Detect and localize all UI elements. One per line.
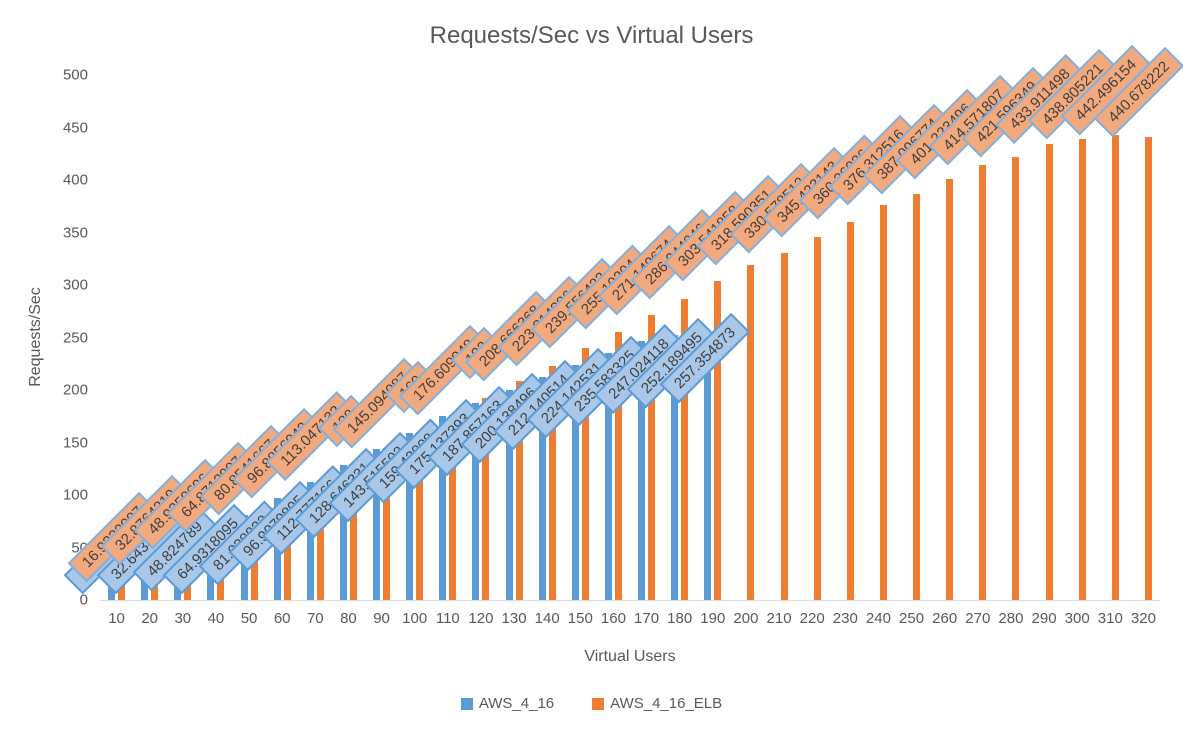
bar-aws-4-16-elb[interactable] — [879, 204, 887, 600]
x-tick-label: 150 — [567, 610, 593, 627]
legend-swatch-aws-4-16 — [460, 697, 473, 710]
y-tick-label: 350 — [62, 224, 88, 241]
x-tick-label: 130 — [501, 610, 527, 627]
x-tick-label: 20 — [141, 610, 159, 627]
x-tick-label: 240 — [865, 610, 891, 627]
legend-swatch-aws-4-16-elb — [592, 697, 605, 710]
bar-aws-4-16[interactable] — [604, 352, 612, 600]
x-tick-label: 110 — [435, 610, 460, 627]
bar-aws-4-16-elb[interactable] — [1144, 137, 1152, 600]
y-tick-label: 100 — [62, 486, 88, 504]
x-tick-label: 60 — [273, 610, 291, 627]
bar-aws-4-16[interactable] — [472, 402, 480, 600]
bar-aws-4-16-elb[interactable] — [979, 164, 987, 600]
bar-aws-4-16-elb[interactable] — [383, 447, 391, 600]
bar-aws-4-16-elb[interactable] — [1012, 157, 1020, 600]
x-tick-label: 90 — [373, 610, 390, 627]
x-tick-label: 170 — [634, 610, 660, 627]
x-tick-label: 310 — [1097, 610, 1123, 627]
x-tick-label: 300 — [1064, 610, 1090, 627]
x-tick-label: 70 — [306, 610, 324, 627]
x-tick-label: 50 — [240, 610, 258, 627]
y-tick-label: 250 — [62, 329, 88, 346]
bar-aws-4-16-elb[interactable] — [681, 298, 689, 600]
x-tick-label: 210 — [766, 610, 792, 627]
bar-aws-4-16[interactable] — [406, 432, 414, 600]
x-tick-label: 280 — [998, 610, 1024, 627]
x-tick-label: 160 — [600, 610, 626, 627]
x-tick-label: 40 — [207, 610, 225, 627]
bar-aws-4-16-elb[interactable] — [349, 465, 357, 600]
bar-aws-4-16[interactable] — [671, 335, 679, 600]
bar-aws-4-16[interactable] — [505, 389, 513, 600]
bar-aws-4-16-elb[interactable] — [614, 332, 622, 600]
bar-aws-4-16-elb[interactable] — [283, 498, 291, 600]
bar-aws-4-16-elb[interactable] — [581, 348, 589, 600]
bar-aws-4-16-elb[interactable] — [714, 281, 722, 600]
bar-aws-4-16-elb[interactable] — [780, 252, 788, 600]
bar-aws-4-16-elb[interactable] — [118, 582, 126, 600]
x-tick-label: 80 — [340, 610, 357, 627]
x-tick-label: 100 — [402, 610, 428, 627]
x-tick-label: 140 — [534, 610, 560, 627]
legend-item-aws-4-16[interactable]: AWS_4_16 — [460, 695, 555, 712]
bar-aws-4-16[interactable] — [373, 449, 381, 600]
bar-aws-4-16-elb[interactable] — [515, 380, 523, 600]
x-axis-title: Virtual Users — [584, 648, 676, 665]
x-axis-line — [100, 600, 1160, 601]
bar-aws-4-16-elb[interactable] — [548, 365, 556, 600]
bar-aws-4-16-elb[interactable] — [316, 481, 324, 600]
x-tick-label: 260 — [932, 610, 958, 627]
x-tick-label: 30 — [174, 610, 192, 627]
bar-aws-4-16[interactable] — [306, 481, 314, 600]
x-tick-label: 200 — [733, 610, 759, 627]
bar-aws-4-16-elb[interactable] — [913, 193, 921, 600]
x-tick-label: 190 — [700, 610, 726, 627]
bar-aws-4-16-elb[interactable] — [747, 265, 755, 600]
y-tick-label: 500 — [62, 66, 88, 84]
bar-aws-4-16-elb[interactable] — [648, 315, 656, 600]
legend-label-aws-4-16-elb: AWS_4_16_ELB — [610, 695, 723, 712]
bar-aws-4-16-elb[interactable] — [1045, 144, 1053, 600]
bar-aws-4-16[interactable] — [108, 583, 116, 600]
bar-aws-4-16[interactable] — [439, 416, 447, 600]
bar-aws-4-16-elb[interactable] — [1111, 135, 1119, 600]
x-tick-label: 10 — [108, 610, 125, 627]
bar-aws-4-16-elb[interactable] — [449, 414, 457, 600]
legend: AWS_4_16 AWS_4_16_ELB — [0, 695, 1183, 712]
bar-aws-4-16-elb[interactable] — [482, 398, 490, 600]
bar-aws-4-16-elb[interactable] — [846, 221, 854, 600]
bar-aws-4-16-elb[interactable] — [813, 237, 821, 600]
y-tick-label: 150 — [62, 434, 88, 451]
bar-aws-4-16[interactable] — [638, 340, 646, 600]
x-tick-label: 230 — [832, 610, 858, 627]
y-tick-label: 200 — [62, 381, 88, 399]
x-tick-label: 220 — [799, 610, 825, 627]
legend-label-aws-4-16: AWS_4_16 — [478, 695, 555, 712]
y-tick-label: 400 — [62, 171, 88, 189]
x-tick-label: 180 — [667, 610, 693, 627]
y-axis-title: Requests/Sec — [27, 287, 44, 387]
x-tick-label: 290 — [1031, 610, 1057, 627]
chart-title: Requests/Sec vs Virtual Users — [429, 22, 754, 49]
x-tick-label: 250 — [899, 610, 925, 627]
legend-item-aws-4-16-elb[interactable]: AWS_4_16_ELB — [592, 695, 722, 712]
bar-aws-4-16[interactable] — [538, 377, 546, 600]
bar-aws-4-16[interactable] — [704, 329, 712, 600]
bar-aws-4-16-elb[interactable] — [416, 432, 424, 600]
y-tick-label: 0 — [79, 591, 88, 609]
x-tick-label: 320 — [1130, 610, 1156, 627]
y-tick-label: 300 — [62, 276, 88, 294]
bar-aws-4-16-elb[interactable] — [1078, 139, 1086, 600]
bar-aws-4-16[interactable] — [571, 364, 579, 600]
bar-aws-4-16[interactable] — [339, 464, 347, 600]
bar-aws-4-16-elb[interactable] — [946, 178, 954, 600]
y-tick-label: 450 — [62, 119, 88, 136]
x-tick-label: 120 — [468, 610, 494, 627]
x-tick-label: 270 — [965, 610, 991, 627]
